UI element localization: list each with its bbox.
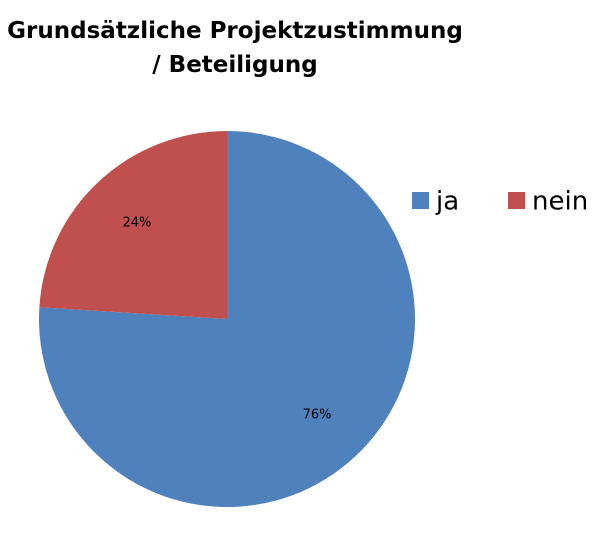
data-label: 76%	[303, 407, 332, 422]
legend-label: nein	[532, 187, 588, 217]
data-label: 24%	[122, 216, 151, 231]
legend-swatch	[508, 192, 525, 209]
legend-swatch	[412, 192, 429, 209]
chart-title: Grundsätzliche Projektzustimmung / Betei…	[7, 18, 463, 78]
legend-label: ja	[435, 187, 459, 217]
pie-slice	[39, 131, 228, 319]
